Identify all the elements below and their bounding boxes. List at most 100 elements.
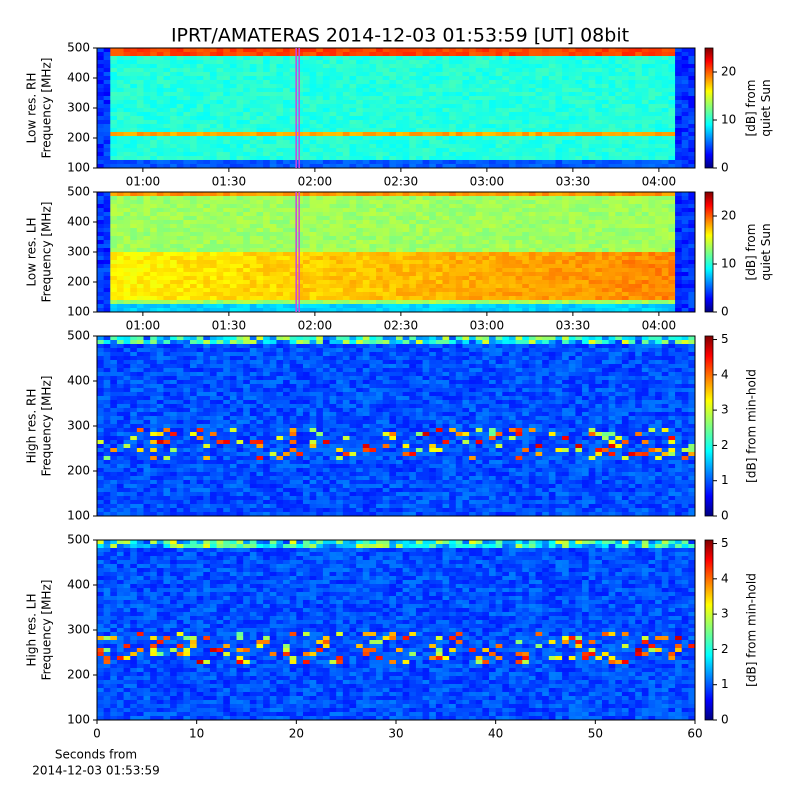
texture-cell [376,232,384,237]
texture-cell [508,268,517,273]
texture-cell [176,48,184,53]
texture-cell [508,76,517,81]
texture-cell [229,264,238,269]
texture-cell [322,116,331,121]
texture-cell [595,280,603,285]
texture-cell [216,160,224,165]
texture-cell [369,252,377,257]
texture-cell [595,248,603,253]
texture-cell [628,52,636,57]
texture-cell [548,236,556,241]
texture-cell [216,204,224,209]
texture-cell [116,216,125,221]
texture-cell [655,284,663,289]
texture-cell [648,200,656,205]
texture-cell [336,196,344,201]
texture-cell [170,116,178,121]
texture-cell [442,228,450,233]
texture-cell [369,256,377,261]
texture-cell [482,152,490,157]
texture-cell [635,228,643,233]
texture-cell [116,148,125,153]
texture-cell [256,80,264,85]
texture-cell [342,124,350,129]
texture-cell [396,64,404,69]
texture-cell [648,48,656,53]
texture-cell [389,224,397,229]
texture-cell [455,240,463,245]
texture-cell [601,200,610,205]
texture-cell [123,212,131,217]
texture-cell [515,148,523,153]
texture-cell [415,80,424,85]
texture-cell [588,240,596,245]
texture-cell [508,160,517,165]
texture-cell [615,72,623,77]
texture-cell [621,60,630,65]
texture-cell [635,208,643,213]
texture-cell [515,232,523,237]
texture-cell [329,72,337,77]
texture-cell [655,192,663,197]
texture-cell [276,256,284,261]
texture-cell [150,232,158,237]
texture-cell [209,152,218,157]
texture-cell [429,108,437,113]
texture-cell [641,80,649,85]
texture-cell [150,76,158,81]
texture-cell [568,284,576,289]
texture-cell [535,244,543,249]
texture-cell [263,124,271,129]
texture-cell [449,284,457,289]
texture-cell [396,232,404,237]
texture-cell [442,144,450,149]
texture-cell [489,220,497,225]
texture-cell [442,276,450,281]
texture-cell [110,120,118,125]
texture-cell [309,288,317,293]
texture-cell [582,236,590,241]
texture-cell [628,288,636,293]
texture-cell [615,248,623,253]
texture-cell [502,212,510,217]
texture-cell [322,284,331,289]
texture-cell [123,120,131,125]
texture-cell [302,76,311,81]
texture-cell [183,160,191,165]
texture-cell [362,152,370,157]
texture-cell [575,268,583,273]
texture-cell [249,220,257,225]
texture-cell [628,280,636,285]
texture-cell [608,264,616,269]
texture-cell [635,140,643,145]
texture-cell [641,72,649,77]
texture-cell [415,252,424,257]
texture-cell [349,88,357,93]
texture-cell [116,124,125,129]
texture-cell [588,48,596,53]
texture-cell [150,64,158,69]
texture-cell [329,280,337,285]
texture-cell [648,100,656,105]
texture-cell [289,100,297,105]
texture-cell [601,268,610,273]
texture-cell [429,80,437,85]
texture-cell [635,136,643,141]
texture-cell [243,144,251,149]
texture-cell [668,108,676,113]
texture-cell [203,76,211,81]
texture-cell [130,100,138,105]
texture-cell [123,72,131,77]
texture-cell [289,156,297,161]
texture-cell [595,192,603,197]
texture-cell [143,48,151,53]
texture-cell [170,48,178,53]
texture-cell [489,84,497,89]
texture-cell [309,140,317,145]
texture-cell [316,220,324,225]
texture-cell [595,60,603,65]
texture-cell [681,192,689,197]
texture-cell [502,252,510,257]
texture-cell [495,80,503,85]
texture-cell [362,60,370,65]
